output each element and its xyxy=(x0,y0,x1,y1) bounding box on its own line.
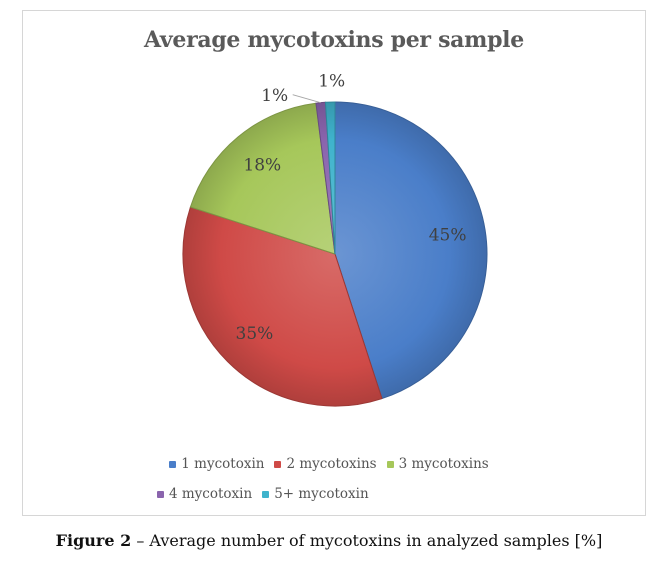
pie-leader-line xyxy=(292,94,321,104)
legend-label: 3 mycotoxins xyxy=(398,456,489,472)
legend-item-3-mycotoxins: 3 mycotoxins xyxy=(386,456,489,472)
legend-label: 5+ mycotoxin xyxy=(274,486,369,502)
figure-caption: Figure 2 – Average number of mycotoxins … xyxy=(0,531,658,550)
legend-label: 2 mycotoxins xyxy=(286,456,377,472)
legend-item-4-mycotoxin: 4 mycotoxin xyxy=(157,486,252,502)
figure-caption-label: Figure 2 xyxy=(55,531,132,550)
pie-slice-5 xyxy=(324,101,336,255)
pie-data-label: 18% xyxy=(243,156,281,176)
chart-frame: Average mycotoxins per sample 45% 35% 18% 1… xyxy=(22,10,646,516)
legend-swatch xyxy=(262,490,270,498)
figure-caption-text: – Average number of mycotoxins in analyz… xyxy=(131,531,603,550)
pie-data-label: 1% xyxy=(318,72,345,92)
legend-item-1-mycotoxin: 1 mycotoxin xyxy=(169,456,264,472)
legend-item-2-mycotoxins: 2 mycotoxins xyxy=(274,456,377,472)
legend-item-5-plus-mycotoxin: 5+ mycotoxin xyxy=(262,486,369,502)
legend-label: 4 mycotoxin xyxy=(169,486,253,502)
legend-swatch xyxy=(169,460,177,468)
pie-data-label: 1% xyxy=(261,86,288,106)
pie-data-label: 35% xyxy=(236,324,274,344)
pie-chart: 45% 35% 18% 1% 1% xyxy=(182,72,488,407)
chart-title: Average mycotoxins per sample xyxy=(144,27,524,53)
pie-slice-2 xyxy=(182,206,383,407)
pie-slice-3 xyxy=(189,102,336,255)
legend-swatch xyxy=(157,490,164,498)
legend-row: 1 mycotoxin 2 mycotoxins 3 mycotoxins xyxy=(23,454,645,474)
legend-label: 1 mycotoxin xyxy=(181,456,265,472)
legend-row: 4 mycotoxin 5+ mycotoxin xyxy=(23,484,645,504)
legend-swatch xyxy=(274,460,282,468)
chart-legend: 1 mycotoxin 2 mycotoxins 3 mycotoxins 4 … xyxy=(23,454,645,514)
legend-swatch xyxy=(386,460,394,468)
pie-data-label: 45% xyxy=(429,226,467,246)
pie-slice-1 xyxy=(334,101,488,400)
